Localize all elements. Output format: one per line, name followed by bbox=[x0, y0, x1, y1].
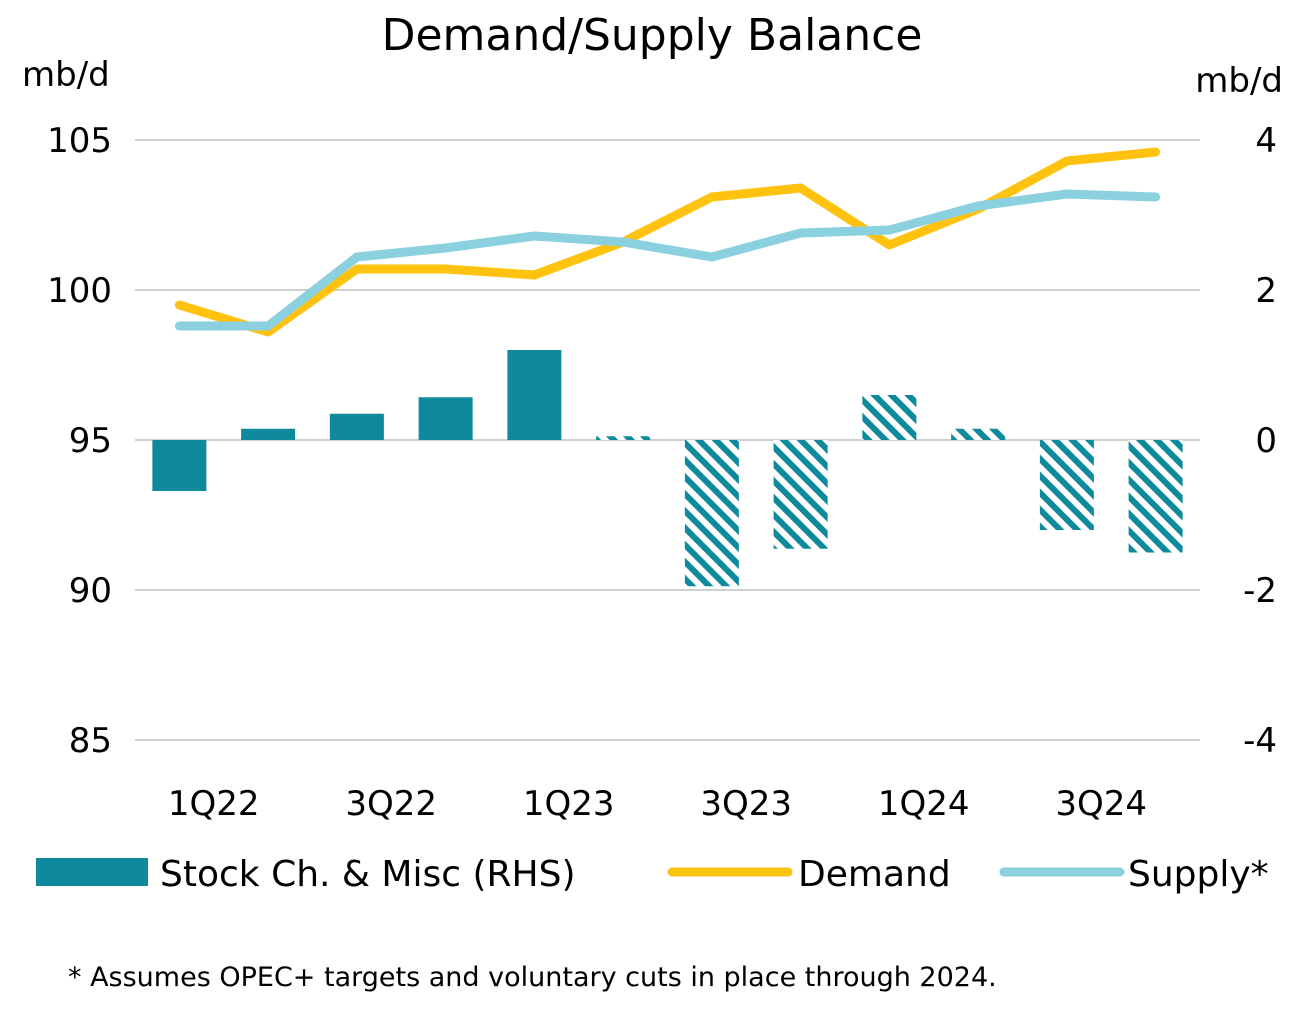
bar-2Q22 bbox=[241, 428, 296, 440]
bar-1Q22 bbox=[152, 440, 207, 491]
legend-label-stock-change: Stock Ch. & Misc (RHS) bbox=[160, 854, 576, 895]
line-supply bbox=[174, 189, 1161, 331]
bar-1Q23 bbox=[507, 350, 562, 440]
right-tick-label: 4 bbox=[1255, 121, 1277, 161]
bar-3Q22 bbox=[329, 413, 384, 440]
left-tick-label: 105 bbox=[47, 121, 112, 161]
x-tick-label: 1Q23 bbox=[523, 784, 615, 824]
left-tick-label: 95 bbox=[69, 421, 112, 461]
right-axis-ticks: 4 2 0 -2 -4 bbox=[1243, 121, 1277, 761]
chart-title: Demand/Supply Balance bbox=[382, 10, 923, 61]
legend-swatch-stock-change bbox=[36, 858, 148, 886]
left-axis-unit: mb/d bbox=[22, 55, 110, 95]
bar-3Q24 bbox=[1039, 440, 1094, 530]
x-tick-label: 1Q24 bbox=[878, 784, 970, 824]
right-tick-label: -2 bbox=[1243, 571, 1277, 611]
x-axis-tick-labels: 1Q22 3Q22 1Q23 3Q23 1Q24 3Q24 bbox=[168, 784, 1147, 824]
line-demand bbox=[174, 147, 1161, 337]
bar-1Q24 bbox=[862, 395, 917, 440]
x-tick-label: 3Q23 bbox=[700, 784, 792, 824]
series-lines bbox=[174, 147, 1161, 337]
left-tick-label: 90 bbox=[69, 571, 112, 611]
bar-4Q22 bbox=[418, 397, 473, 440]
legend-label-demand: Demand bbox=[798, 854, 951, 895]
x-tick-label: 3Q22 bbox=[345, 784, 437, 824]
legend-label-supply: Supply* bbox=[1128, 854, 1269, 895]
right-tick-label: 0 bbox=[1255, 421, 1277, 461]
footnote: * Assumes OPEC+ targets and voluntary cu… bbox=[68, 962, 997, 993]
right-tick-label: -4 bbox=[1243, 721, 1277, 761]
x-tick-label: 3Q24 bbox=[1055, 784, 1147, 824]
bar-2Q23 bbox=[596, 436, 651, 440]
bar-4Q23 bbox=[773, 440, 828, 549]
x-tick-label: 1Q22 bbox=[168, 784, 260, 824]
bar-3Q23 bbox=[684, 440, 739, 587]
left-tick-label: 85 bbox=[69, 721, 112, 761]
legend: Stock Ch. & Misc (RHS) Demand Supply* bbox=[36, 854, 1269, 895]
bar-4Q24 bbox=[1128, 440, 1183, 553]
right-tick-label: 2 bbox=[1255, 271, 1277, 311]
stock-change-bars bbox=[152, 350, 1183, 587]
bar-2Q24 bbox=[951, 428, 1006, 440]
left-axis-ticks: 105 100 95 90 85 bbox=[47, 121, 112, 761]
left-tick-label: 100 bbox=[47, 271, 112, 311]
right-axis-unit: mb/d bbox=[1195, 61, 1283, 101]
